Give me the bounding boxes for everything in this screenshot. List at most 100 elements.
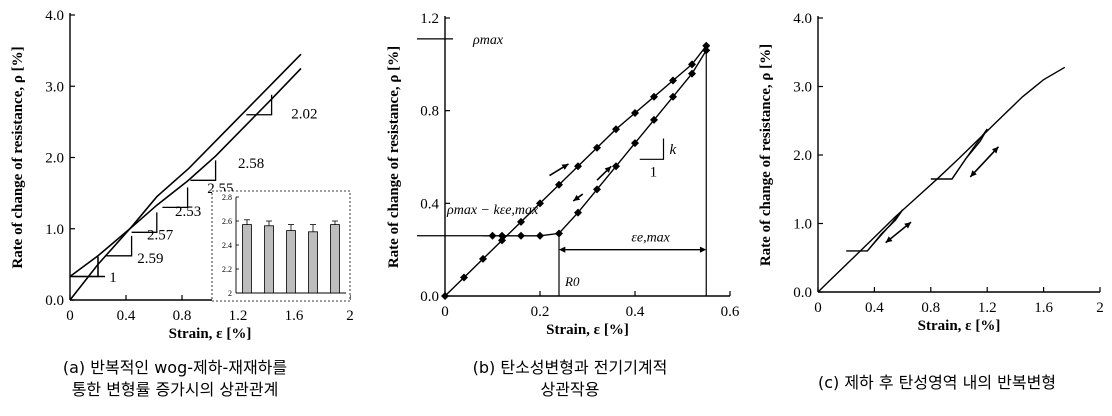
x-tick-label: 0.4 [865, 300, 884, 316]
x-tick-label: 0 [814, 300, 822, 316]
caption-c-line-1: (c) 제하 후 탄성영역 내의 반복변형 [817, 373, 1057, 392]
x-tick-label: 1.6 [285, 308, 304, 324]
caption-a: (a) 반복적인 wog-제하-재재하를 통한 변형률 증가시의 상관관계 [0, 357, 350, 401]
y-tick-label: 3.0 [45, 79, 64, 95]
inset-frame [211, 190, 351, 302]
data-point [441, 292, 449, 300]
y-axis-label: Rate of change of resistance, ρ [%] [386, 46, 402, 268]
inset-y-tick-label: 2.4 [222, 241, 232, 250]
data-point [593, 185, 601, 194]
x-tick-label: 0 [66, 308, 74, 324]
series-line [930, 128, 988, 180]
y-tick-label: 0.4 [420, 196, 439, 212]
chart-a: 0 0.4 0.8 1.2 1.6 2 0.0 1.0 2.0 3.0 4.0 Rate of cha… [10, 8, 354, 342]
x-axis-label: Strain, ε [%] [169, 326, 252, 342]
caption-a-line-2: 통한 변형률 증가시의 상관관계 [71, 380, 279, 399]
data-point [631, 139, 639, 148]
y-tick-label: 4.0 [793, 11, 812, 27]
y-tick-label: 3.0 [793, 80, 812, 96]
eps-max-arrow-right [699, 246, 707, 253]
x-tick-label: 2 [346, 308, 354, 324]
y-tick-label: 4.0 [45, 8, 64, 24]
slope-triangle [246, 94, 273, 116]
data-point [650, 115, 658, 124]
slope-triangle [131, 212, 158, 233]
data-point [488, 231, 497, 240]
y-tick-label: 1.0 [45, 222, 64, 238]
inset-bar [286, 230, 296, 294]
rho-offset-label: ρmax − kεe,max [446, 203, 539, 218]
chart-b: 0 0.2 0.4 0.6 0.0 0.4 0.8 1.2 Rate of change of … [386, 11, 740, 338]
y-tick-label: 0.0 [45, 293, 64, 309]
y-tick-label: 2.0 [793, 148, 812, 164]
one-label: 1 [650, 164, 658, 180]
y-axis-label: Rate of change of resistance, ρ [%] [758, 44, 774, 266]
data-point [593, 143, 601, 152]
data-point [555, 180, 563, 189]
data-point [498, 231, 506, 240]
cycle-arrow-head [885, 236, 893, 243]
y-tick-label: 0.8 [420, 104, 439, 120]
x-tick-label: 1.2 [229, 308, 248, 324]
slope-triangle [106, 235, 133, 257]
data-point [536, 199, 544, 208]
inset-y-tick-label: 2.6 [222, 217, 232, 226]
data-point [517, 231, 525, 240]
caption-c: (c) 제하 후 탄성영역 내의 반복변형 [762, 372, 1112, 394]
x-axis-label: Strain, ε [%] [546, 322, 629, 338]
x-tick-label: 1.6 [1034, 300, 1053, 316]
direction-arrow-head [604, 166, 612, 173]
caption-b: (b) 탄소성변형과 전기기계적 상관작용 [380, 357, 760, 401]
data-point [574, 208, 582, 217]
y-tick-label: 2.0 [45, 151, 64, 167]
cycle-arrow-head [991, 146, 999, 154]
data-point [669, 76, 677, 85]
series-line [846, 209, 904, 252]
data-point [702, 41, 711, 50]
slope-label: 2.57 [147, 227, 174, 243]
x-tick-label: 0.8 [173, 308, 192, 324]
series-line [69, 67, 302, 278]
slope-label: 1 [109, 270, 117, 286]
y-tick-label: 1.2 [420, 11, 439, 27]
chart-c: 0 0.4 0.8 1.2 1.6 2 0.0 1.0 2.0 3.0 4.0 Rate of cha… [758, 11, 1104, 334]
cycle-arrow-shaft [969, 146, 1000, 178]
series-line [69, 53, 302, 301]
inset-y-tick-label: 2.2 [222, 265, 232, 274]
eps-max-arrow-left [559, 246, 566, 253]
slope-triangle [190, 160, 217, 181]
data-point [612, 162, 620, 171]
data-point [479, 254, 487, 263]
inset-bar [330, 224, 340, 294]
y-tick-label: 0.0 [793, 285, 812, 301]
data-point [536, 231, 544, 240]
x-tick-label: 0.4 [117, 308, 136, 324]
x-tick-label: 0 [441, 304, 449, 320]
data-point [612, 125, 620, 134]
x-tick-label: 0.8 [921, 300, 940, 316]
slope-label: 2.59 [137, 251, 163, 267]
y-axis-label: Rate of change of resistance, ρ [%] [10, 46, 26, 268]
x-tick-label: 0.4 [626, 304, 645, 320]
inset-bar [264, 225, 274, 294]
k-label: k [670, 142, 677, 158]
direction-arrow-head [561, 163, 569, 170]
caption-b-line-2: 상관작용 [540, 380, 600, 399]
data-point [631, 108, 639, 117]
direction-arrow-head [573, 194, 581, 202]
cycle-arrow-head [970, 170, 977, 177]
inset-bar [308, 231, 318, 294]
slope-triangle [162, 187, 189, 209]
slope-label: 2.58 [238, 156, 264, 172]
loop-branch [866, 209, 904, 252]
x-tick-label: 0.6 [721, 304, 740, 320]
data-point [688, 60, 696, 69]
eps-max-label: εe,max [631, 231, 670, 246]
caption-b-line-1: (b) 탄소성변형과 전기기계적 [472, 358, 668, 377]
k-slope-triangle [639, 138, 665, 160]
slope-label: 2.53 [175, 204, 201, 220]
x-tick-label: 2 [1096, 300, 1104, 316]
r-label: R0 [564, 274, 580, 289]
inset-bar [242, 224, 252, 294]
